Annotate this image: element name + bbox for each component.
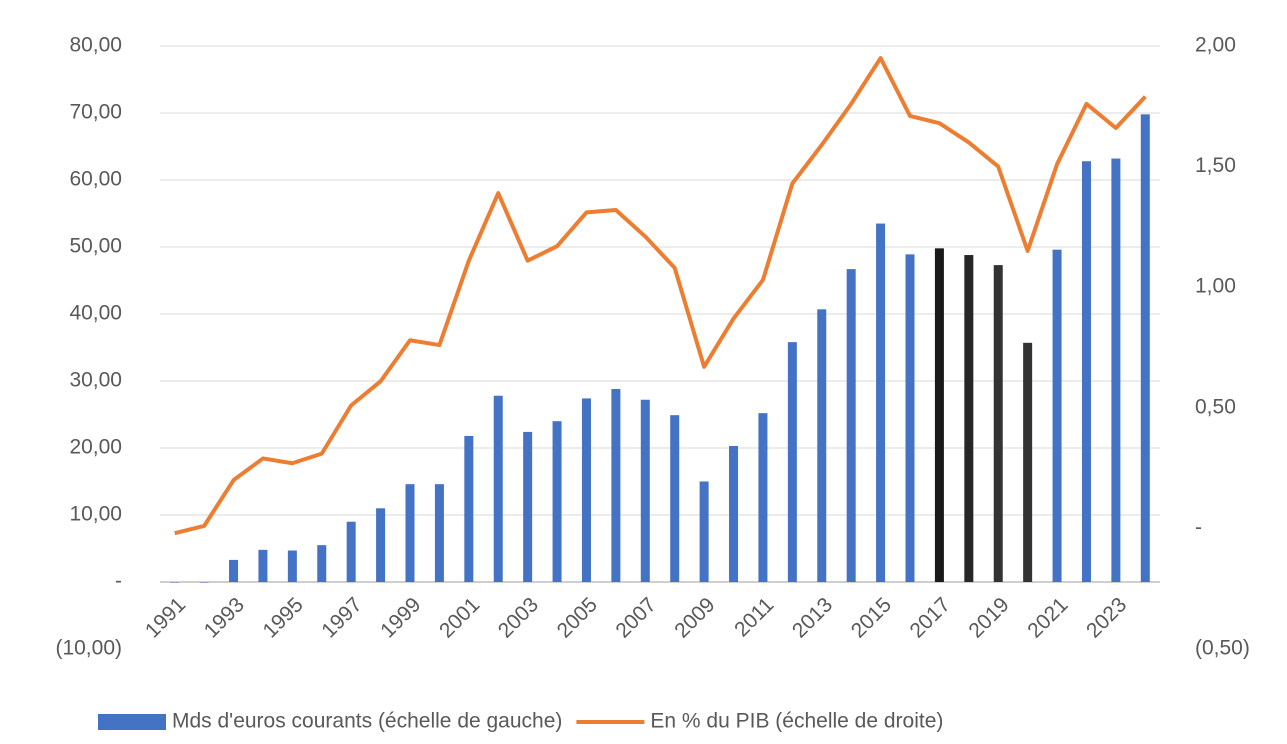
bar xyxy=(229,559,239,582)
y2-tick-label: 1,00 xyxy=(1195,275,1236,298)
bar xyxy=(258,549,268,582)
bar xyxy=(523,431,533,582)
bar xyxy=(434,484,444,582)
legend-label: Mds d'euros courants (échelle de gauche) xyxy=(172,710,562,733)
x-tick-label: 2017 xyxy=(906,593,955,642)
bar xyxy=(493,395,503,582)
x-tick-label: 1993 xyxy=(200,593,249,642)
bar xyxy=(876,223,886,583)
y-tick-label: 80,00 xyxy=(69,34,122,57)
bar xyxy=(1140,114,1150,582)
y-tick-label: 60,00 xyxy=(69,168,122,191)
bar xyxy=(1023,342,1033,582)
bar xyxy=(346,521,356,582)
y-tick-label: 10,00 xyxy=(69,503,122,526)
bar xyxy=(640,399,650,582)
x-tick-label: 1995 xyxy=(259,593,308,642)
bar xyxy=(552,421,562,582)
y-tick-label: 50,00 xyxy=(69,235,122,258)
y2-tick-label: (0,50) xyxy=(1195,637,1250,660)
bar xyxy=(1111,158,1121,582)
bar xyxy=(934,248,944,582)
y2-tick-label: 0,50 xyxy=(1195,395,1236,418)
x-tick-label: 2013 xyxy=(788,593,837,642)
y2-tick-label: - xyxy=(1195,516,1202,539)
bar xyxy=(905,254,915,582)
bar xyxy=(846,269,856,582)
x-tick-label: 2005 xyxy=(553,593,602,642)
x-tick-label: 1997 xyxy=(317,593,366,642)
x-tick-label: 1999 xyxy=(376,593,425,642)
x-tick-label: 2007 xyxy=(611,593,660,642)
y-tick-label: 30,00 xyxy=(69,369,122,392)
x-tick-label: 2021 xyxy=(1023,593,1072,642)
x-tick-label: 2019 xyxy=(964,593,1013,642)
bar xyxy=(317,545,327,582)
y2-tick-label: 1,50 xyxy=(1195,154,1236,177)
x-tick-label: 2003 xyxy=(494,593,543,642)
bar xyxy=(993,265,1003,582)
x-tick-label: 2023 xyxy=(1082,593,1131,642)
x-tick-label: 2011 xyxy=(730,593,778,641)
bar xyxy=(199,582,209,583)
bar xyxy=(464,435,474,582)
bar xyxy=(581,398,591,582)
y-tick-label: 70,00 xyxy=(69,101,122,124)
bar xyxy=(287,550,297,582)
bar xyxy=(1052,249,1062,582)
bar xyxy=(699,481,709,582)
y-tick-label: 20,00 xyxy=(69,436,122,459)
y-tick-label: (10,00) xyxy=(55,637,122,660)
bar xyxy=(1081,161,1091,583)
legend-label: En % du PIB (échelle de droite) xyxy=(650,710,943,733)
bar xyxy=(817,309,827,582)
line xyxy=(174,56,1147,536)
bar xyxy=(611,389,621,582)
bar xyxy=(964,255,974,583)
bar xyxy=(670,415,680,582)
bar xyxy=(376,508,386,582)
bar xyxy=(787,342,797,582)
y-tick-label: - xyxy=(115,570,122,593)
bar xyxy=(170,582,180,583)
bar xyxy=(758,413,768,582)
bar xyxy=(405,484,415,582)
y-tick-label: 40,00 xyxy=(69,302,122,325)
x-tick-label: 2015 xyxy=(847,593,896,642)
y2-tick-label: 2,00 xyxy=(1195,34,1236,57)
x-tick-label: 1991 xyxy=(141,593,190,642)
x-tick-label: 2009 xyxy=(670,593,719,642)
bar xyxy=(729,445,739,582)
x-tick-label: 2001 xyxy=(435,593,484,642)
legend-swatch xyxy=(98,714,166,730)
